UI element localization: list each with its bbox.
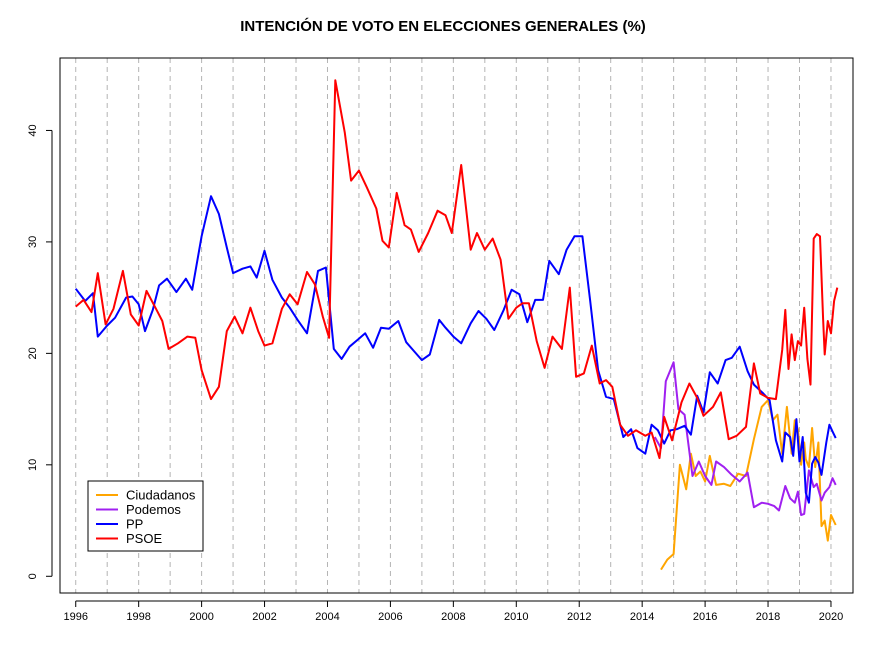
series-line-pp bbox=[74, 195, 837, 504]
y-tick-label: 30 bbox=[27, 236, 39, 248]
legend-label: PP bbox=[126, 517, 143, 532]
legend-label: Podemos bbox=[126, 502, 181, 517]
x-tick-label: 2006 bbox=[378, 611, 402, 623]
series-line-podemos bbox=[653, 361, 837, 516]
chart-title: INTENCIÓN DE VOTO EN ELECCIONES GENERALE… bbox=[240, 18, 646, 35]
y-tick-label: 10 bbox=[27, 459, 39, 471]
x-tick-label: 2004 bbox=[315, 611, 339, 623]
x-tick-label: 2002 bbox=[252, 611, 276, 623]
x-tick-label: 2000 bbox=[189, 611, 213, 623]
x-tick-label: 2012 bbox=[567, 611, 591, 623]
x-tick-label: 2008 bbox=[441, 611, 465, 623]
plot-frame bbox=[59, 57, 854, 594]
y-tick-label: 40 bbox=[27, 124, 39, 136]
axes: 1996 1998 2000 2002 2004 2006 2008 2010 2012 2014… bbox=[27, 124, 843, 623]
legend-label: Ciudadanos bbox=[126, 488, 196, 503]
x-tick-label: 2016 bbox=[693, 611, 717, 623]
y-tick-label: 20 bbox=[27, 347, 39, 359]
x-tick-label: 2014 bbox=[630, 611, 654, 623]
x-tick-label: 2018 bbox=[756, 611, 780, 623]
series-line-psoe bbox=[75, 79, 839, 460]
x-tick-label: 2010 bbox=[504, 611, 528, 623]
x-tick-label: 1998 bbox=[126, 611, 150, 623]
legend-label: PSOE bbox=[126, 531, 162, 546]
series-lines bbox=[74, 79, 839, 571]
y-tick-label: 0 bbox=[27, 573, 39, 579]
x-tick-label: 1996 bbox=[63, 611, 87, 623]
x-tick-label: 2020 bbox=[819, 611, 843, 623]
